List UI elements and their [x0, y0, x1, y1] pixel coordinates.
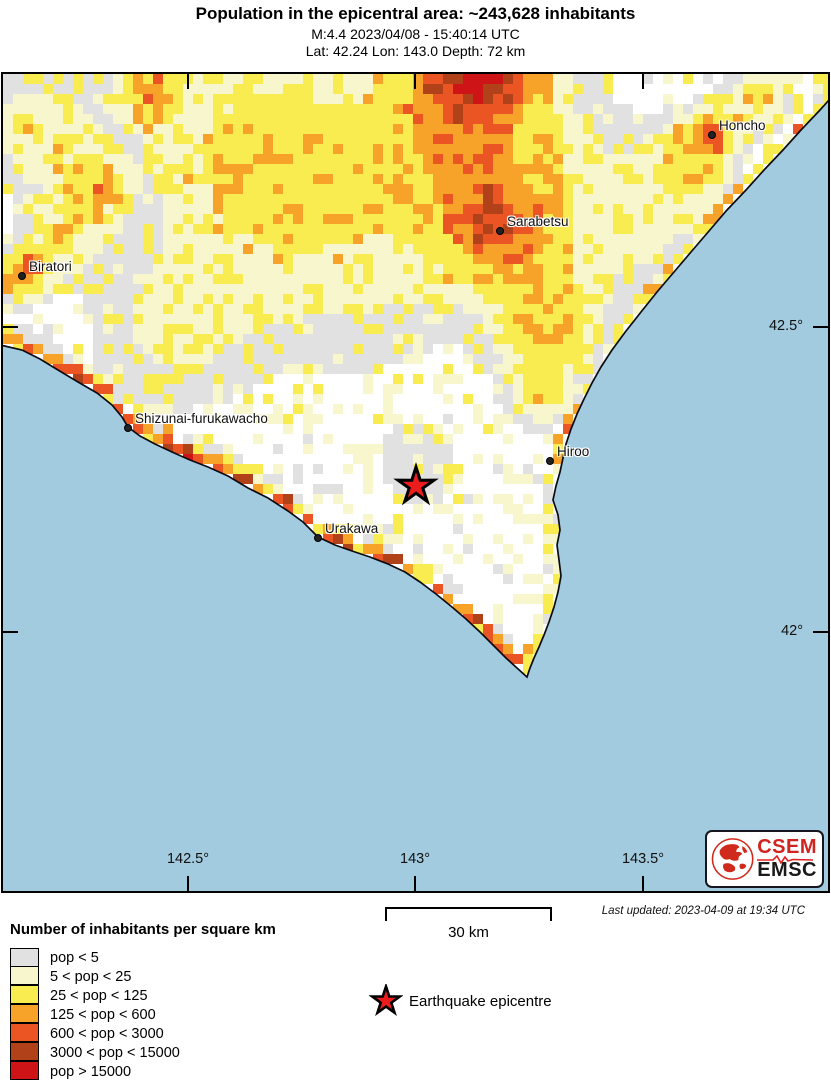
logo-csem-text: CSEM: [757, 836, 817, 858]
legend-item: 5 < pop < 25: [10, 966, 180, 986]
legend-swatch: [10, 1061, 39, 1081]
population-legend: pop < 5 5 < pop < 25 25 < pop < 125 125 < p…: [10, 948, 180, 1081]
legend-label: 5 < pop < 25: [50, 968, 132, 985]
legend-item: 125 < pop < 600: [10, 1004, 180, 1024]
event-coordinates-depth: Lat: 42.24 Lon: 143.0 Depth: 72 km: [305, 43, 526, 59]
axis-label-lon-0: 142.5°: [166, 851, 210, 867]
city-label-honcho: Honcho: [719, 118, 766, 133]
axis-label-lat-1: 42°: [781, 623, 803, 639]
legend-item: 25 < pop < 125: [10, 985, 180, 1005]
legend-item: pop < 5: [10, 948, 180, 967]
legend-item: pop > 15000: [10, 1061, 180, 1081]
legend-swatch: [10, 1042, 39, 1062]
earthquake-epicenter-star: [393, 462, 439, 506]
legend-title: Number of inhabitants per square km: [10, 921, 276, 938]
city-label-shizunai-furukawacho: Shizunai-furukawacho: [135, 411, 268, 426]
seismogram-trace-icon: [757, 855, 814, 864]
city-label-sarabetsu: Sarabetsu: [507, 214, 569, 229]
legend-label: pop > 15000: [50, 1063, 132, 1080]
axis-label-lon-1: 143°: [400, 851, 430, 867]
city-label-urakawa: Urakawa: [325, 521, 379, 536]
city-dot-hiroo: [546, 457, 554, 465]
city-dot-urakawa: [314, 534, 322, 542]
legend-label: pop < 5: [50, 949, 99, 966]
axis-label-lon-2: 143.5°: [621, 851, 665, 867]
legend-label: 600 < pop < 3000: [50, 1025, 164, 1042]
axis-label-lat-0: 42.5°: [768, 318, 803, 334]
legend-swatch: [10, 966, 39, 986]
population-map: Honcho Sarabetsu Biratori Shizunai-furukawa…: [1, 72, 830, 893]
city-dot-biratori: [18, 272, 26, 280]
city-label-hiroo: Hiroo: [557, 444, 590, 459]
logo-emsc-text: EMSC: [757, 859, 817, 881]
city-dot-sarabetsu: [496, 227, 504, 235]
legend-item: 600 < pop < 3000: [10, 1023, 180, 1043]
city-dot-shizunai-furukawacho: [124, 424, 132, 432]
last-updated-text: Last updated: 2023-04-09 at 19:34 UTC: [601, 905, 805, 917]
legend-swatch: [10, 1023, 39, 1043]
city-dot-honcho: [708, 131, 716, 139]
event-magnitude-datetime: M:4.4 2023/04/08 - 15:40:14 UTC: [311, 26, 520, 42]
legend-swatch: [10, 948, 39, 967]
legend-label: 3000 < pop < 15000: [50, 1044, 180, 1061]
legend-label: 25 < pop < 125: [50, 987, 148, 1004]
epicentre-key-label: Earthquake epicentre: [409, 993, 552, 1010]
legend-label: 125 < pop < 600: [50, 1006, 156, 1023]
epicentre-star-icon: [369, 984, 403, 1017]
city-label-biratori: Biratori: [29, 259, 72, 274]
csem-emsc-logo: CSEM EMSC: [705, 830, 824, 888]
emsc-globe-icon: [711, 838, 754, 880]
scale-bar: [385, 907, 552, 921]
scale-bar-label: 30 km: [448, 924, 489, 941]
legend-swatch: [10, 985, 39, 1005]
legend-item: 3000 < pop < 15000: [10, 1042, 180, 1062]
map-canvas: [3, 74, 828, 891]
legend-swatch: [10, 1004, 39, 1024]
page-title: Population in the epicentral area: ~243,…: [195, 4, 636, 23]
